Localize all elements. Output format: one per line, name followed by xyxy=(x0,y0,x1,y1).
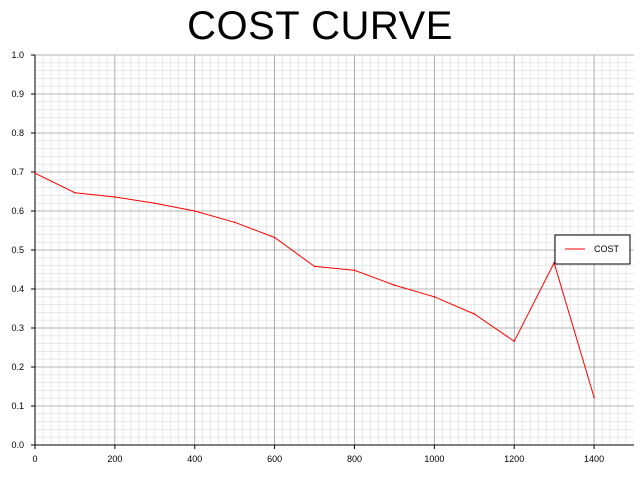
data-point xyxy=(233,221,236,224)
data-point xyxy=(154,202,156,204)
x-tick-label: 200 xyxy=(107,454,122,464)
x-tick-label: 1400 xyxy=(584,454,604,464)
series-layer xyxy=(34,172,595,399)
data-point xyxy=(593,396,595,399)
y-tick-label: 0.9 xyxy=(11,89,24,99)
legend: COST xyxy=(554,234,631,265)
x-axis-ticks: 0 200 400 600 800 1000 1200 1400 xyxy=(32,445,604,464)
y-tick-label: 0.7 xyxy=(11,167,24,177)
y-tick-label: 0.5 xyxy=(11,245,24,255)
y-tick-label: 0.3 xyxy=(11,323,24,333)
major-gridlines xyxy=(35,54,634,445)
x-tick-label: 400 xyxy=(187,454,202,464)
y-tick-label: 0.8 xyxy=(11,128,24,138)
y-tick-label: 0.0 xyxy=(11,440,24,450)
data-point xyxy=(114,196,116,198)
x-tick-label: 1200 xyxy=(504,454,524,464)
data-point xyxy=(313,265,316,268)
data-point xyxy=(393,284,396,286)
y-axis-ticks: 0.0 0.1 0.2 0.3 0.4 0.5 0.6 0.7 0.8 0.9 1.0 xyxy=(11,50,35,450)
data-point xyxy=(34,172,36,174)
legend-label-cost: COST xyxy=(594,244,620,254)
y-tick-label: 0.1 xyxy=(11,401,24,411)
x-tick-label: 800 xyxy=(347,454,362,464)
data-point xyxy=(513,340,515,343)
y-tick-label: 1.0 xyxy=(11,50,24,60)
x-tick-label: 1000 xyxy=(424,454,444,464)
data-point xyxy=(353,269,356,272)
y-tick-label: 0.4 xyxy=(11,284,24,294)
chart-title: COST CURVE xyxy=(187,4,453,48)
y-tick-label: 0.6 xyxy=(11,206,24,216)
data-point xyxy=(74,191,76,194)
x-tick-label: 600 xyxy=(267,454,282,464)
y-tick-label: 0.2 xyxy=(11,362,24,372)
x-tick-label: 0 xyxy=(32,454,37,464)
data-point xyxy=(273,236,276,239)
data-point xyxy=(193,210,196,212)
data-point xyxy=(433,296,436,298)
data-point xyxy=(473,313,476,315)
